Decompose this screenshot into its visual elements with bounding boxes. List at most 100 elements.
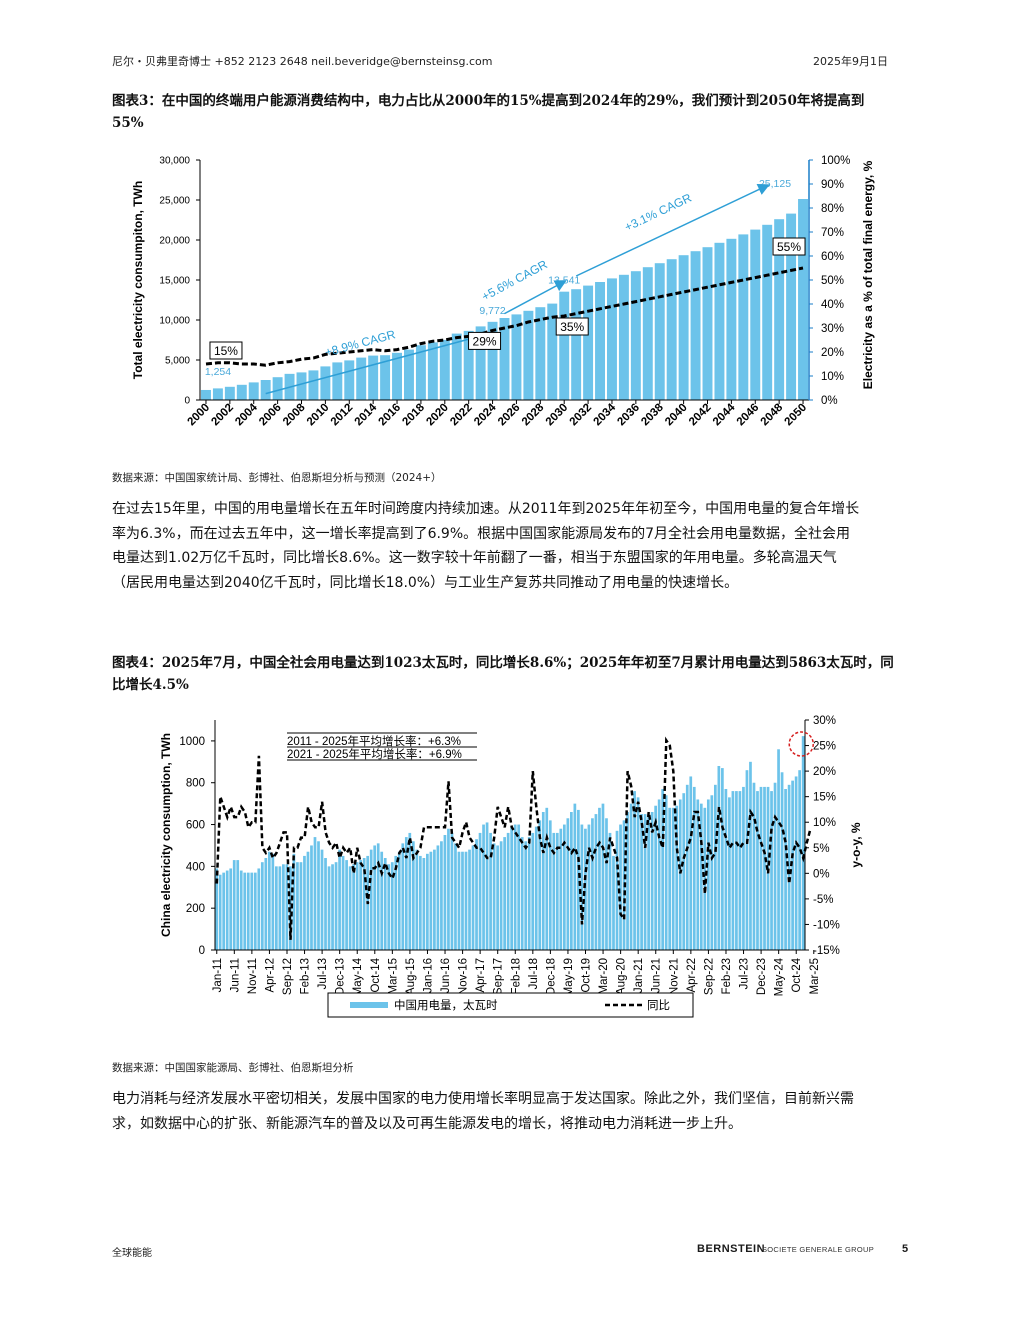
x-tick-label: Mar-15 [387,958,399,994]
cagr-arrow [265,332,484,395]
bar [538,820,542,950]
callout-box [209,341,243,360]
bar [482,824,485,950]
bar [520,837,524,950]
bar [573,803,577,950]
bar [239,870,243,950]
x-tick-label: Oct-24 [791,957,803,992]
footer-brand: BERNSTEIN [697,1243,766,1255]
bar [454,843,457,950]
bar [397,851,401,950]
bar-2031 [571,289,582,400]
bar [236,860,240,950]
bar [612,855,615,950]
bar [334,862,338,950]
bar-2047 [762,224,773,400]
bar-2045 [738,234,749,400]
left-tick-label: 0 [184,396,190,407]
bar [348,866,352,950]
highlight-circle [788,731,814,757]
footer-brand-sub: SOCIETE GENERALE GROUP [762,1245,875,1254]
bar-2049 [786,213,797,400]
bar [710,795,714,950]
y-axis-title: China electricity consumption, TWh [159,733,173,937]
bar [376,843,380,950]
callout-label: 29% [473,334,497,348]
x-tick-label: Jul-23 [739,958,751,989]
x-tick-label: Aug-20 [616,958,628,995]
x-tick-label: Jul-13 [317,958,329,989]
bar [464,851,468,950]
bar-2022 [463,330,474,400]
x-tick-label: May-24 [774,957,786,996]
bar [246,872,250,950]
bar-2037 [642,267,653,400]
bar [390,862,394,950]
bar [728,797,731,950]
x-tick-label: 2040 [663,402,690,429]
bar [570,812,573,950]
bar [253,872,257,950]
bar-2023 [475,326,486,400]
x-tick-label: 2012 [329,402,356,429]
callout-label: 15% [214,344,238,358]
bar [770,791,773,950]
bar [436,845,440,950]
bar [408,832,412,950]
bar [218,874,222,950]
right-tick-label: 25% [813,741,836,753]
x-tick-label: Sep-22 [703,958,715,995]
right-tick-label: 80% [821,203,844,215]
bar-2008 [296,372,307,400]
x-tick-label: 2010 [305,402,332,429]
bar-2032 [583,285,594,400]
bar-2015 [380,355,391,400]
x-tick-label: 2046 [735,402,762,429]
bar [777,749,780,950]
x-tick-label: 2034 [592,401,619,428]
x-tick-label: 2020 [424,402,451,429]
bar [692,786,696,950]
bar [506,832,510,950]
callout-label: 35% [560,320,584,334]
x-tick-label: Mar-25 [809,958,821,994]
bar [738,791,742,950]
cagr-annotation: +8.9% CAGR [323,327,397,359]
data-label: 1,254 [205,366,231,378]
bar [257,868,261,950]
bar [562,824,566,950]
exhibit3-source: 数据来源：中国国家统计局、彭博社、伯恩斯坦分析与预测（2024+） [112,472,442,484]
right-tick-label: 100% [821,155,850,167]
header-author: 尼尔・贝弗里奇博士 +852 2123 2648 neil.beveridge@… [112,55,493,68]
legend-label-yoy: 同比 [647,999,670,1012]
x-tick-label: 2032 [568,402,595,429]
x-tick-label: Nov-16 [458,958,470,995]
x-tick-label: 2014 [353,401,380,428]
right-tick-label: 40% [821,299,844,311]
bar-2011 [332,362,343,400]
y2-axis-title: y-o-y, % [849,822,863,867]
bar [415,849,419,950]
bar [499,841,503,950]
right-tick-label: 50% [821,275,844,287]
bar [763,786,766,950]
bar [699,803,703,950]
x-tick-label: May-14 [352,957,364,996]
x-tick-label: Jun-11 [229,958,241,992]
exhibit3-title-line2: 55% [112,115,144,131]
bar [696,799,700,950]
bar [310,845,313,950]
legend-label-consumption: 中国用电量，太瓦时 [394,999,498,1012]
cagr-arrow [504,280,567,315]
bar [303,855,306,950]
bar [461,851,464,950]
bar [773,782,777,950]
bar-2027 [523,310,534,400]
bar [661,789,665,950]
bar [541,812,545,950]
x-tick-label: Jun-16 [440,958,452,993]
bar [555,832,559,950]
bar [422,858,426,950]
bar [496,845,499,950]
bar [657,799,661,950]
